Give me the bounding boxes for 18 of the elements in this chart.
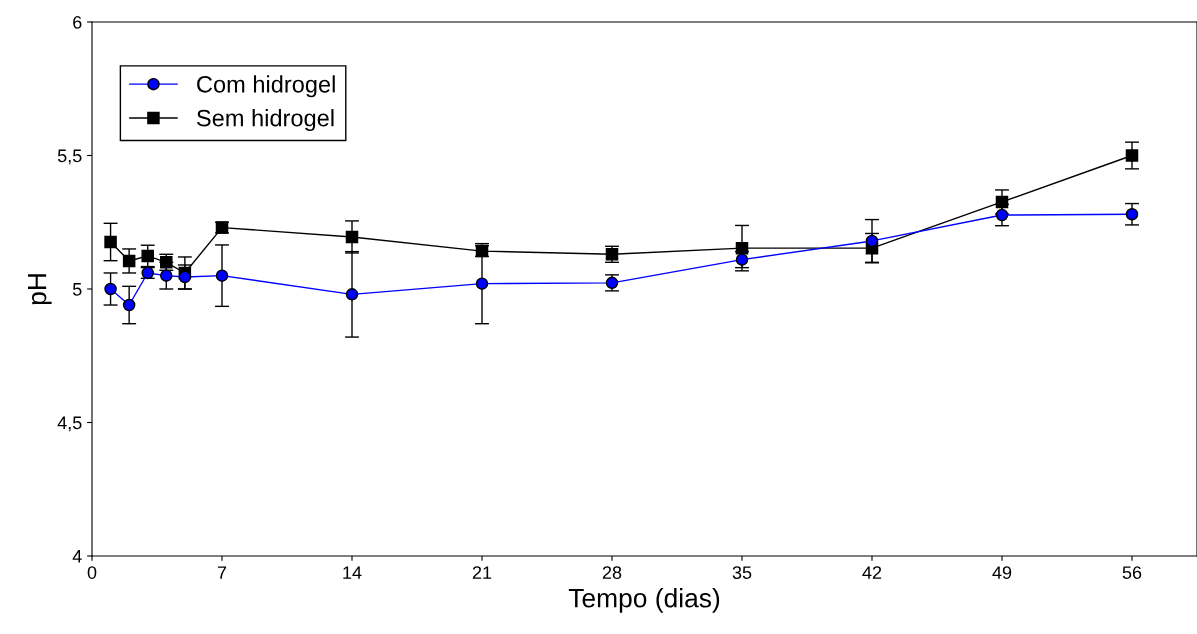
x-axis-title: Tempo (dias) — [568, 588, 720, 613]
x-tick-label: 49 — [992, 566, 1012, 579]
x-tick-label: 42 — [862, 566, 882, 579]
x-tick-label: 56 — [1122, 566, 1142, 579]
x-tick-label: 28 — [602, 566, 622, 579]
y-tick-label: 4,5 — [57, 416, 82, 432]
y-tick-label: 6 — [73, 15, 82, 29]
x-tick-label: 21 — [472, 566, 492, 579]
y-axis-title: pH — [27, 274, 52, 305]
x-tick-label: 35 — [732, 566, 752, 579]
legend-label: Com hidrogel — [197, 75, 335, 98]
y-tick-label: 4 — [72, 550, 82, 563]
y-tick-label: 5,5 — [57, 149, 82, 165]
legend-label: Sem hidrogel — [197, 109, 334, 132]
x-tick-label: 0 — [87, 566, 97, 579]
x-tick-label: 7 — [217, 566, 227, 579]
y-tick-label: 5 — [72, 283, 82, 296]
x-tick-label: 14 — [343, 566, 362, 579]
